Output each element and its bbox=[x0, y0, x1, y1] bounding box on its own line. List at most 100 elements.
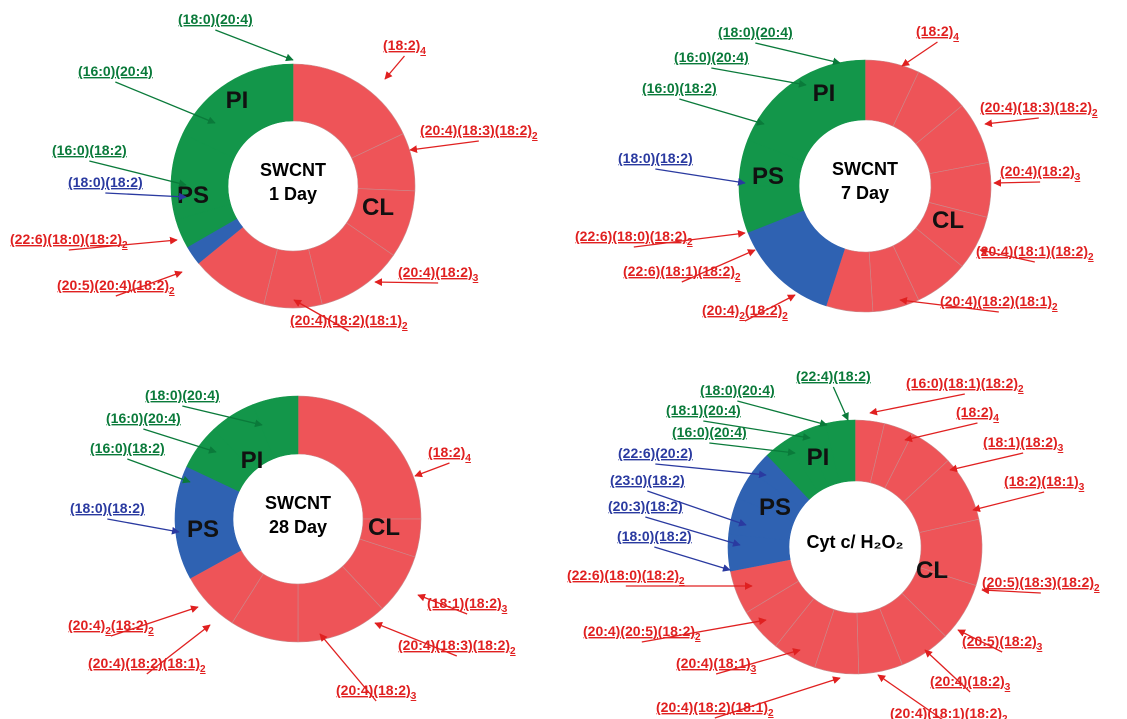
species-label: (16:0)(18:2) bbox=[90, 440, 165, 456]
species-label: (20:3)(18:2) bbox=[608, 498, 683, 514]
donut-slice-pi bbox=[747, 59, 866, 163]
species-label: (18:2)(18:1)3 bbox=[1004, 473, 1085, 493]
species-label: (20:4)2(18:2)2 bbox=[68, 617, 154, 637]
label-arrow bbox=[105, 192, 187, 201]
chart-center-label: SWCNT bbox=[265, 493, 331, 513]
chart-center-label: 28 Day bbox=[269, 517, 327, 537]
label-arrow bbox=[374, 278, 439, 287]
label-arrow bbox=[655, 463, 767, 479]
species-label: (18:0)(20:4) bbox=[718, 24, 793, 40]
species-label: (20:4)(18:2)3 bbox=[1000, 163, 1081, 183]
species-label: (18:0)(20:4) bbox=[145, 387, 220, 403]
label-arrow bbox=[110, 605, 199, 637]
species-label: (16:0)(18:1)(18:2)2 bbox=[906, 375, 1024, 395]
label-arrow bbox=[107, 518, 180, 535]
species-label: (18:1)(18:2)3 bbox=[983, 434, 1064, 454]
class-label-cl: CL bbox=[916, 557, 948, 584]
label-arrow bbox=[709, 442, 796, 457]
label-arrow bbox=[979, 247, 1035, 263]
species-label: (18:0)(18:2) bbox=[617, 528, 692, 544]
label-arrow bbox=[115, 270, 183, 297]
label-arrow bbox=[374, 622, 458, 657]
chart-center-label: 7 Day bbox=[841, 183, 889, 203]
label-arrow bbox=[949, 452, 1024, 473]
class-label-pi: PI bbox=[807, 444, 830, 471]
label-arrow bbox=[715, 648, 801, 675]
label-arrow bbox=[215, 29, 294, 62]
label-arrow bbox=[679, 98, 765, 126]
species-label: (16:0)(20:4) bbox=[672, 424, 747, 440]
species-label: (20:4)(18:2)(18:1)2 bbox=[290, 312, 408, 332]
chart-center-label: SWCNT bbox=[260, 160, 326, 180]
species-label: (18:0)(18:2) bbox=[68, 174, 143, 190]
species-label: (18:2)4 bbox=[916, 23, 959, 43]
species-label: (20:4)(18:1)(18:2)2 bbox=[890, 705, 1008, 719]
donut-hole bbox=[789, 481, 921, 613]
label-arrow bbox=[972, 491, 1045, 513]
label-arrow bbox=[877, 674, 943, 719]
donut-chart-1: SWCNT 1 Day PI PS CL (18:2)4 (20:4)(18:3)(18:2… bbox=[10, 11, 538, 332]
label-arrow bbox=[714, 676, 841, 719]
species-label: (20:4)(18:2)(18:1)2 bbox=[88, 655, 206, 675]
species-label: (16:0)(20:4) bbox=[674, 49, 749, 65]
species-label: (20:4)(18:3)(18:2)2 bbox=[398, 637, 516, 657]
label-arrow bbox=[755, 42, 841, 66]
label-arrow bbox=[957, 629, 1003, 653]
species-label: (18:1)(18:2)3 bbox=[427, 595, 508, 615]
label-arrow bbox=[681, 249, 756, 283]
donut-chart-2: SWCNT 7 Day PI PS CL (18:2)4 (20:4)(18:3)(18:2… bbox=[575, 23, 1098, 322]
donut-slice-pi bbox=[252, 395, 299, 459]
species-label: (18:0)(20:4) bbox=[700, 382, 775, 398]
species-label: (22:6)(18:0)(18:2)2 bbox=[567, 567, 685, 587]
label-arrow bbox=[899, 296, 999, 313]
donut-slice-pi bbox=[825, 419, 856, 484]
species-label: (16:0)(18:2) bbox=[52, 142, 127, 158]
species-label: (18:0)(18:2) bbox=[618, 150, 693, 166]
species-label: (18:2)4 bbox=[956, 404, 999, 424]
species-label: (20:4)(18:2)3 bbox=[398, 264, 479, 284]
label-arrow bbox=[146, 624, 211, 675]
label-arrow bbox=[143, 428, 217, 454]
label-arrow bbox=[633, 230, 746, 248]
species-label: (20:4)(18:2)(18:1)2 bbox=[940, 293, 1058, 313]
species-label: (20:4)(20:5)(18:2)2 bbox=[583, 623, 701, 643]
class-label-cl: CL bbox=[368, 514, 400, 541]
species-label: (16:0)(18:2) bbox=[642, 80, 717, 96]
class-label-ps: PS bbox=[752, 163, 784, 190]
label-arrow bbox=[319, 633, 377, 702]
label-arrow bbox=[182, 405, 263, 428]
class-label-cl: CL bbox=[362, 194, 394, 221]
donut-hole bbox=[228, 121, 358, 251]
label-arrow bbox=[417, 593, 468, 615]
class-label-pi: PI bbox=[813, 80, 836, 107]
donut-slice-cl bbox=[297, 395, 422, 520]
chart-center-label: SWCNT bbox=[832, 159, 898, 179]
label-arrow bbox=[711, 67, 807, 88]
species-label: (16:0)(20:4) bbox=[106, 410, 181, 426]
label-arrow bbox=[293, 299, 350, 332]
species-label: (20:4)(18:3)(18:2)2 bbox=[980, 99, 1098, 119]
donut-chart-3: SWCNT 28 Day PI PS CL (18:2)4 (18:1)(18:2)3 (20… bbox=[68, 387, 516, 702]
label-arrow bbox=[924, 649, 971, 693]
species-label: (22:6)(18:0)(18:2)2 bbox=[10, 231, 128, 251]
species-label: (23:0)(18:2) bbox=[610, 472, 685, 488]
species-label: (20:5)(18:2)3 bbox=[962, 633, 1043, 653]
label-arrow bbox=[89, 160, 187, 188]
class-label-ps: PS bbox=[759, 494, 791, 521]
label-arrow bbox=[655, 168, 746, 186]
species-label: (20:5)(20:4)(18:2)2 bbox=[57, 277, 175, 297]
label-arrow bbox=[869, 393, 965, 416]
species-label: (22:4)(18:2) bbox=[796, 368, 871, 384]
class-label-pi: PI bbox=[241, 447, 264, 474]
species-label: (18:0)(18:2) bbox=[70, 500, 145, 516]
label-arrow bbox=[901, 41, 938, 67]
label-arrow bbox=[984, 117, 1039, 128]
species-label: (22:6)(20:2) bbox=[618, 445, 693, 461]
class-label-cl: CL bbox=[932, 207, 964, 234]
label-arrow bbox=[993, 178, 1041, 187]
species-label: (20:5)(18:3)(18:2)2 bbox=[982, 574, 1100, 594]
class-label-ps: PS bbox=[177, 182, 209, 209]
label-arrow bbox=[127, 458, 191, 484]
chart-center-label: 1 Day bbox=[269, 184, 317, 204]
